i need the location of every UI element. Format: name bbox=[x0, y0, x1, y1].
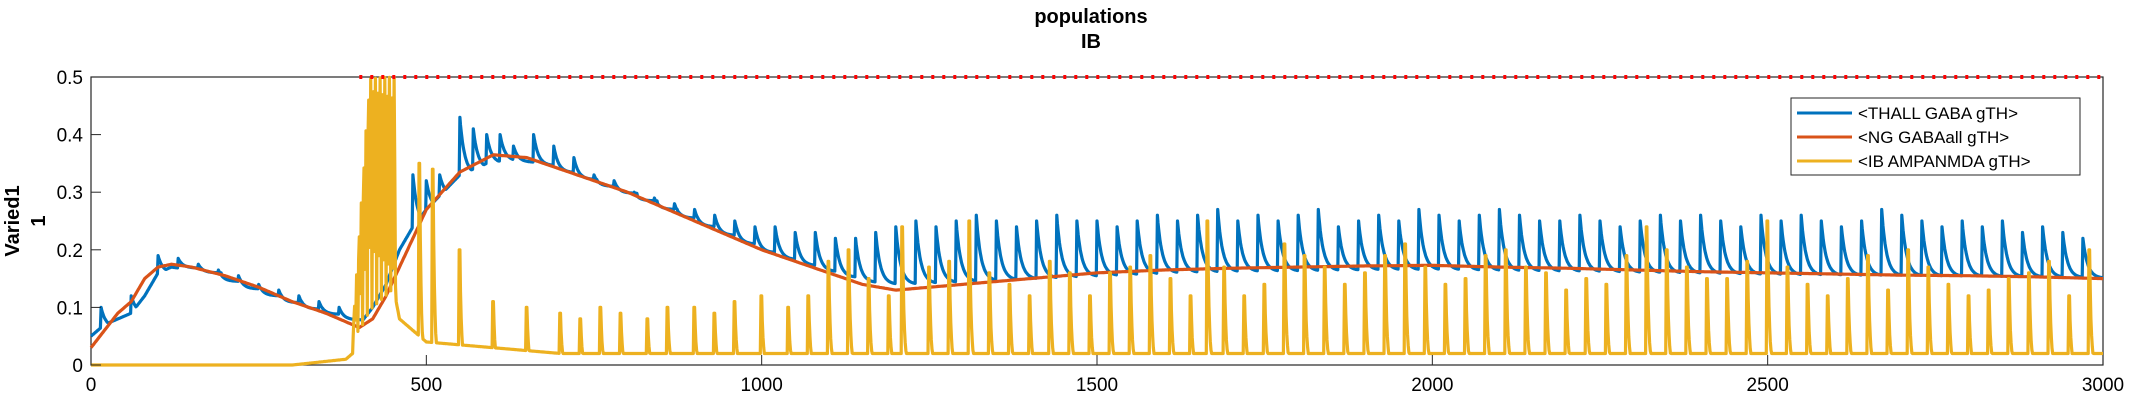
y-axis-label: Varied1 bbox=[2, 185, 24, 256]
y-tick-label: 0 bbox=[72, 356, 83, 377]
x-tick-label: 0 bbox=[86, 375, 97, 396]
legend: <THALL GABA gTH> <NG GABAall gTH> <IB AM… bbox=[1790, 97, 2081, 176]
x-tick-label: 500 bbox=[410, 375, 442, 396]
legend-label-ng: <NG GABAall gTH> bbox=[1858, 128, 2009, 147]
chart-subtitle: IB bbox=[1081, 31, 1101, 53]
y-tick-label: 0.5 bbox=[57, 68, 83, 89]
x-tick-label: 1000 bbox=[741, 375, 783, 396]
legend-label-thall: <THALL GABA gTH> bbox=[1858, 104, 2018, 123]
y-tick-label: 0.4 bbox=[57, 126, 84, 147]
x-tick-label: 2000 bbox=[1411, 375, 1453, 396]
x-tick-label: 1500 bbox=[1076, 375, 1118, 396]
chart-title: populations bbox=[1034, 6, 1147, 28]
y-axis-label-2: 1 bbox=[28, 215, 50, 226]
y-tick-label: 0.2 bbox=[57, 241, 83, 262]
y-tick-label: 0.1 bbox=[57, 298, 83, 319]
y-tick-label: 0.3 bbox=[57, 183, 83, 204]
series-line-ib bbox=[90, 75, 2104, 367]
x-tick-label: 3000 bbox=[2082, 375, 2124, 396]
legend-label-ib: <IB AMPANMDA gTH> bbox=[1858, 152, 2031, 171]
plot-area: 0 500 1000 1500 2000 2500 3000 0 0.1 0.2 0.3 0.4 0.… bbox=[57, 68, 2125, 396]
x-tick-label: 2500 bbox=[1747, 375, 1789, 396]
